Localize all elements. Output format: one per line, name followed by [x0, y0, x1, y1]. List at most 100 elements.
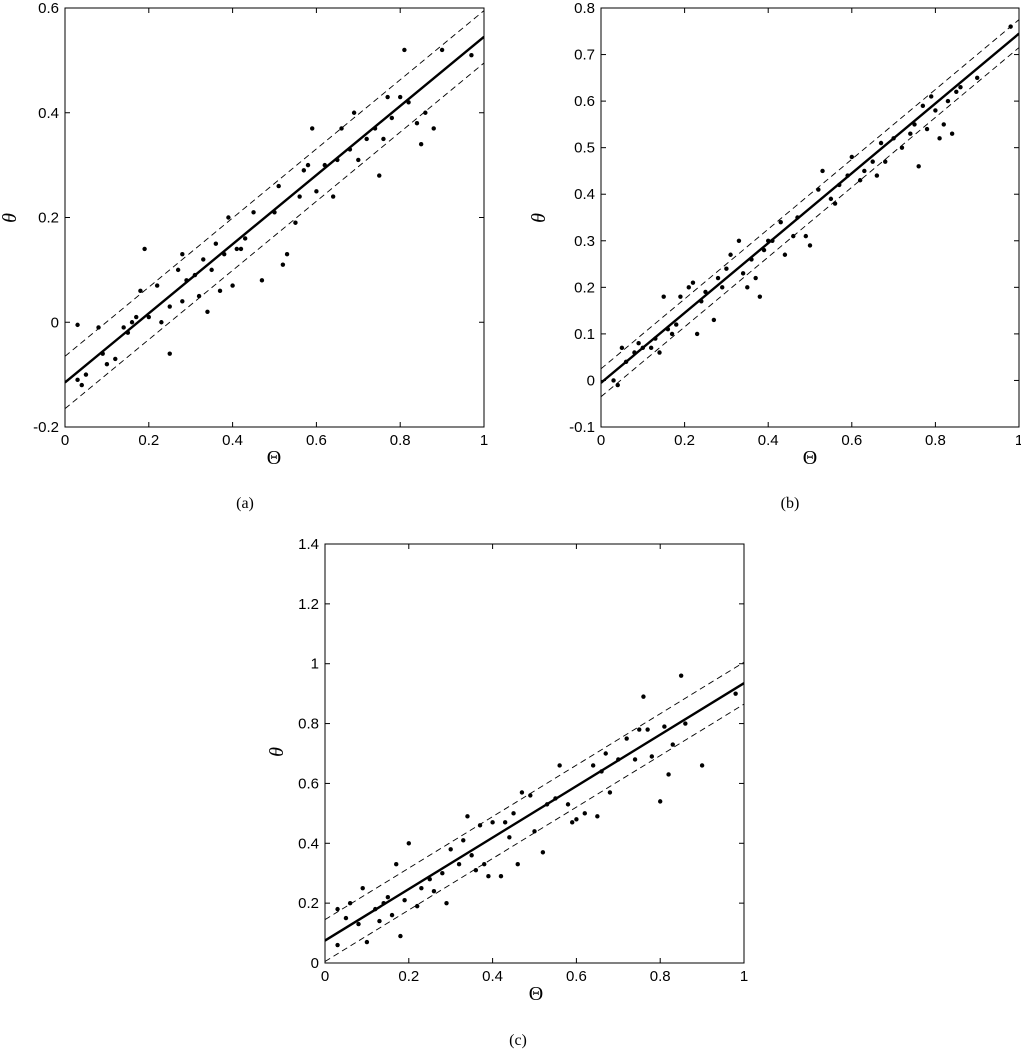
data-point [658, 799, 663, 804]
data-point [502, 820, 508, 825]
plot-area [601, 19, 1019, 398]
y-tick-label: 0 [587, 372, 595, 389]
data-point [482, 862, 487, 867]
data-point [465, 814, 470, 819]
data-point [75, 322, 80, 328]
x-tick-label: 0.2 [398, 968, 419, 985]
data-point [807, 243, 813, 248]
data-point [364, 939, 370, 945]
data-point [662, 724, 667, 729]
data-point [113, 356, 118, 362]
data-point [394, 862, 399, 867]
plot-area [65, 10, 484, 410]
x-tick-label: 0.6 [306, 432, 327, 449]
x-axis-label: Θ [803, 447, 817, 469]
data-point [574, 817, 579, 822]
data-point [699, 299, 704, 304]
data-point [402, 897, 407, 903]
panel-label: (a) [236, 495, 254, 512]
data-point [134, 314, 139, 320]
data-point [469, 52, 474, 58]
data-point [874, 173, 880, 178]
data-point [878, 140, 884, 146]
y-tick-label: 0.2 [38, 210, 59, 227]
data-point [515, 862, 520, 867]
data-point [532, 829, 537, 834]
data-point [733, 691, 738, 696]
data-point [791, 233, 796, 239]
data-point [159, 320, 164, 325]
data-point [356, 157, 361, 163]
data-point [703, 289, 708, 295]
data-point [486, 874, 491, 879]
data-point [711, 317, 717, 323]
data-point [79, 382, 84, 388]
data-point [595, 814, 600, 819]
data-point [949, 131, 955, 136]
confidence-band-line [325, 661, 744, 920]
data-point [418, 141, 424, 147]
confidence-band-line [601, 19, 1019, 370]
data-point [690, 280, 696, 285]
data-point [251, 210, 256, 215]
y-tick-label: 1.2 [298, 596, 319, 613]
data-point [381, 136, 386, 142]
data-point [553, 796, 558, 801]
plot-frame [64, 7, 485, 428]
data-point [330, 194, 336, 199]
data-point [142, 246, 147, 252]
fit-line [65, 35, 484, 384]
data-point [686, 285, 691, 290]
data-point [899, 145, 905, 150]
data-point [507, 835, 512, 840]
y-tick-label: 0.4 [574, 186, 595, 203]
data-point [473, 868, 479, 873]
data-point [196, 293, 202, 299]
data-point [607, 790, 613, 795]
data-point [276, 183, 281, 189]
x-tick-label: 0 [321, 968, 329, 985]
data-point [490, 820, 495, 825]
data-point [100, 351, 105, 356]
data-point [736, 238, 742, 243]
data-point [372, 126, 378, 131]
y-tick-label: 0.4 [298, 835, 319, 852]
plot-frame [600, 7, 1020, 428]
data-point [582, 811, 587, 816]
data-point [406, 841, 411, 846]
data-point [259, 278, 265, 283]
data-point [565, 802, 571, 807]
data-point [351, 110, 357, 115]
data-point [402, 47, 407, 53]
data-point [385, 94, 390, 100]
data-point [335, 906, 340, 912]
data-point [661, 294, 666, 299]
data-point [389, 115, 395, 121]
data-point [305, 162, 311, 168]
y-tick-label: 0 [311, 955, 319, 972]
data-point [916, 164, 921, 169]
data-point [83, 372, 89, 377]
data-point [180, 299, 185, 304]
data-point [590, 763, 596, 768]
data-point [347, 147, 353, 152]
y-tick-label: 0.3 [574, 233, 595, 250]
data-point [381, 900, 386, 906]
data-point [795, 215, 800, 220]
y-tick-label: 0.7 [574, 47, 595, 64]
data-point [180, 251, 185, 257]
data-point [941, 122, 946, 127]
data-point [975, 75, 980, 81]
data-point [284, 251, 290, 257]
data-point [230, 283, 235, 288]
y-tick-label: 0.1 [574, 326, 595, 343]
data-point [666, 772, 671, 777]
x-tick-label: 0.2 [674, 432, 695, 449]
data-point [528, 793, 533, 798]
data-point [385, 894, 391, 900]
x-tick-label: 0.4 [482, 968, 503, 985]
data-point [954, 89, 959, 95]
panel-c: 0 0.2 0.4 0.6 0.8 1 0 0.2 0.4 0.6 0.8 1 1.2 1.4 θ Θ (c) [266, 536, 748, 1049]
data-point [377, 918, 382, 924]
